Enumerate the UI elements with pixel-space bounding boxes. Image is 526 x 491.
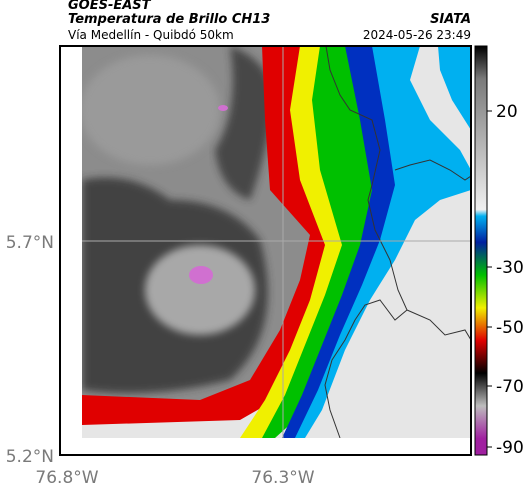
satellite-title: GOES-EAST xyxy=(68,0,151,13)
y-tick-label: 5.2°N xyxy=(6,447,54,467)
x-tick-label: 76.8°W xyxy=(35,468,98,488)
cloud-band-cyan xyxy=(295,46,471,438)
organization-label: SIATA xyxy=(430,12,471,27)
colorbar xyxy=(474,45,488,456)
grey-cloud-north xyxy=(82,55,220,165)
cold-cloud-core-north xyxy=(218,105,228,111)
colorbar-tick-label: -90 xyxy=(496,438,524,458)
x-tick-label: 76.3°W xyxy=(251,468,314,488)
cyan-patch-northeast xyxy=(438,46,471,130)
border-line-coast xyxy=(324,46,408,438)
region-subtitle: Vía Medellín - Quibdó 50km xyxy=(68,28,234,42)
border-line-northeast xyxy=(394,159,471,181)
map-frame xyxy=(59,45,472,456)
border-line-east xyxy=(406,309,471,341)
cloud-band-blue xyxy=(282,46,400,438)
grey-cloud-south xyxy=(145,245,255,335)
colorbar-tick-label: -50 xyxy=(496,318,524,338)
datetime-stamp: 2024-05-26 23:49 xyxy=(362,28,471,42)
cold-cloud-core-south xyxy=(189,266,213,284)
colorbar-tick-label: 20 xyxy=(496,102,518,122)
satellite-image xyxy=(82,46,471,438)
cloud-band-green xyxy=(262,46,380,438)
colorbar-tick-label: -70 xyxy=(496,377,524,397)
product-title: Temperatura de Brillo CH13 xyxy=(68,12,271,27)
dark-cloud-mask-north xyxy=(215,46,275,200)
colorbar-tick-label: -30 xyxy=(496,258,524,278)
y-tick-label: 5.7°N xyxy=(6,233,54,253)
